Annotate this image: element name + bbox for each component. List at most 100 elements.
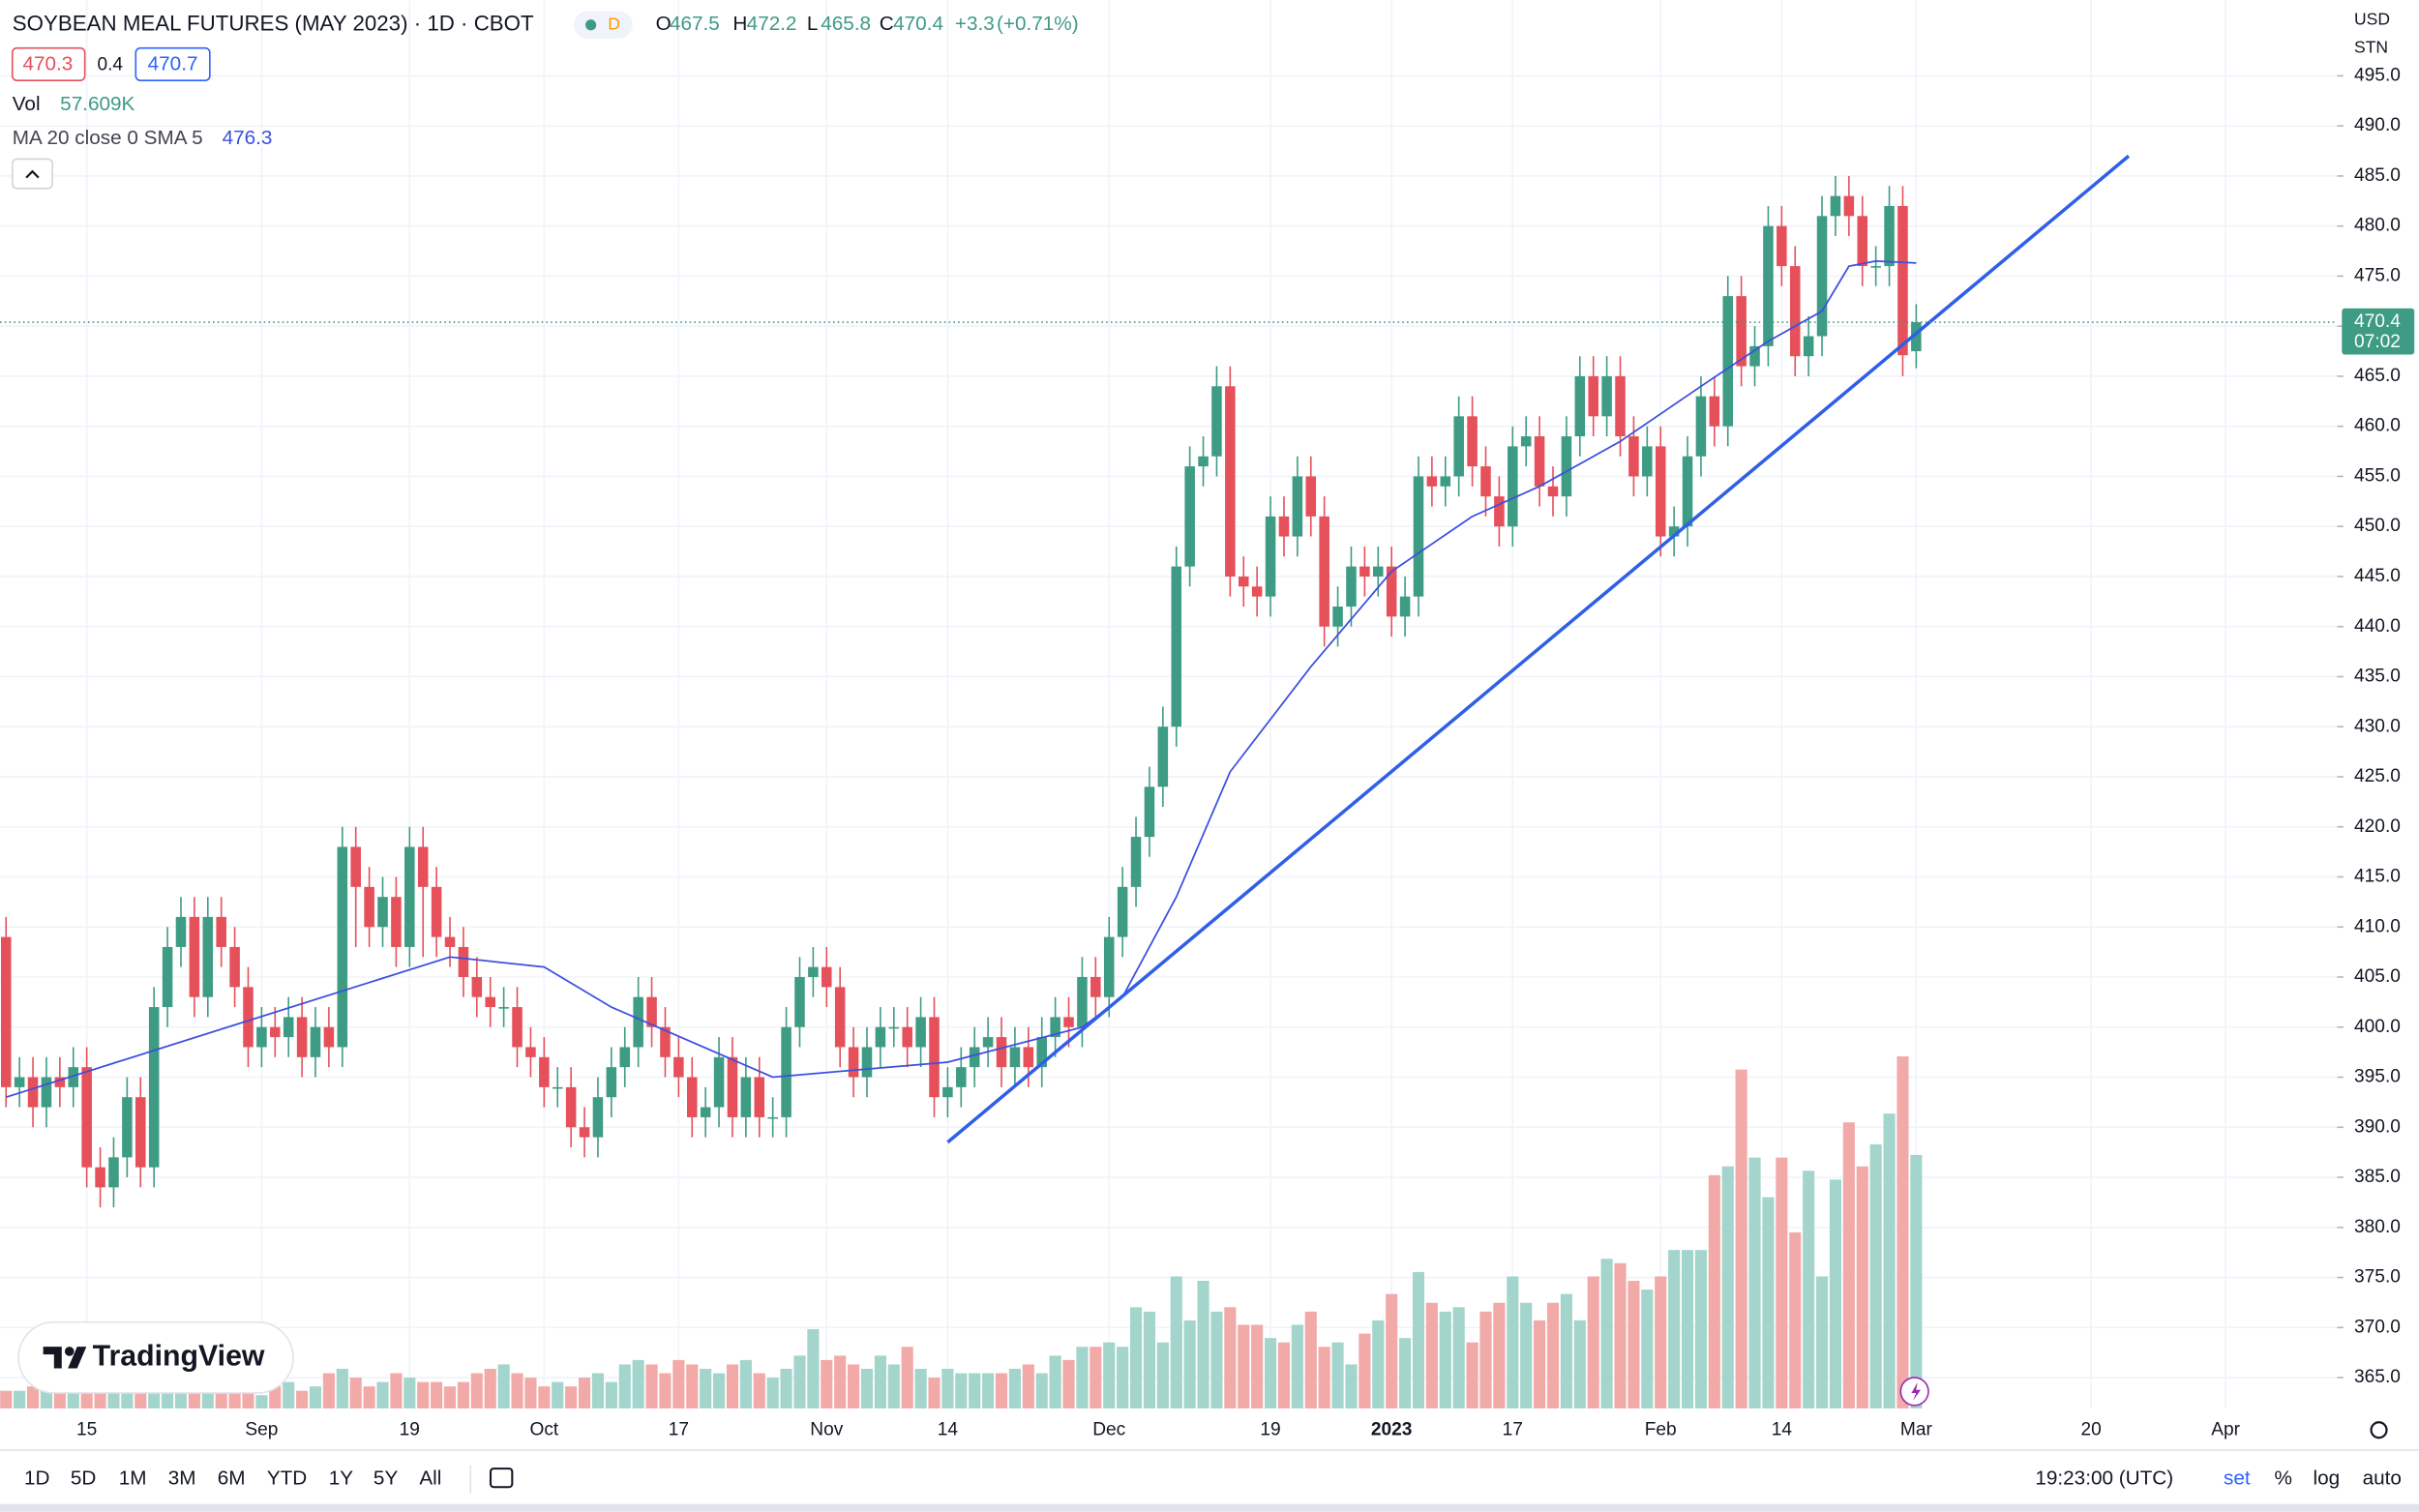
volume-bar <box>1090 1347 1102 1408</box>
volume-bar <box>941 1368 954 1408</box>
scale-option[interactable]: auto <box>2363 1468 2402 1490</box>
candle-body <box>834 987 846 1048</box>
volume-bar <box>1345 1364 1358 1408</box>
volume-bar <box>1022 1364 1034 1408</box>
candle-body <box>1359 566 1370 577</box>
range-button[interactable]: 1M <box>119 1468 147 1490</box>
volume-bar <box>1721 1166 1734 1408</box>
candle-body <box>229 946 240 988</box>
x-tick-label: 20 <box>2080 1419 2101 1439</box>
candle-body <box>875 1026 886 1048</box>
settings-icon[interactable] <box>2370 1421 2388 1439</box>
volume-bar <box>148 1390 161 1408</box>
chevron-icon <box>25 169 40 179</box>
scale-option[interactable]: set <box>2224 1468 2251 1490</box>
volume-bar <box>1103 1342 1116 1408</box>
scale-option[interactable]: log <box>2314 1468 2341 1490</box>
candle-body <box>135 1097 146 1168</box>
volume-bar <box>1614 1262 1627 1408</box>
volume-bar <box>1776 1157 1788 1408</box>
x-tick-label: 14 <box>1772 1419 1793 1439</box>
candle-body <box>646 996 657 1027</box>
candle-body <box>270 1026 281 1038</box>
candle-body <box>310 1026 321 1057</box>
volume-bar <box>1251 1324 1264 1408</box>
volume-bar <box>1291 1324 1303 1408</box>
volume-bar <box>645 1364 658 1408</box>
y-tick-label: 405.0 <box>2354 966 2401 987</box>
bid-box[interactable] <box>11 46 86 81</box>
range-button[interactable]: 1Y <box>329 1468 354 1490</box>
unit[interactable]: STN <box>2354 37 2388 56</box>
volume-bar <box>322 1373 335 1408</box>
candle-body <box>1615 375 1626 437</box>
candle-body <box>1009 1047 1021 1068</box>
scale-option[interactable]: % <box>2274 1468 2291 1490</box>
y-tick-label: 465.0 <box>2354 366 2401 386</box>
candle-body <box>162 946 173 1008</box>
date-range-icon[interactable] <box>489 1468 514 1489</box>
volume-bar <box>134 1390 147 1408</box>
volume-bar <box>995 1373 1008 1408</box>
candle-body <box>1534 436 1545 487</box>
ask: 470.7 <box>148 53 198 75</box>
candle-body <box>1278 516 1290 537</box>
volume-bar <box>552 1381 564 1408</box>
change: +3.3 <box>955 13 995 35</box>
candle-body <box>283 1017 294 1038</box>
range-button[interactable]: 6M <box>218 1468 246 1490</box>
candle-body <box>1642 446 1653 477</box>
bid: 470.3 <box>22 53 73 75</box>
range-button[interactable]: 1D <box>24 1468 50 1490</box>
y-tick-label: 450.0 <box>2354 516 2401 536</box>
range-button[interactable]: 5D <box>71 1468 97 1490</box>
candle-body <box>1440 476 1451 487</box>
candle-body <box>794 977 805 1027</box>
y-tick-label: 445.0 <box>2354 566 2401 586</box>
y-tick-label: 490.0 <box>2354 115 2401 135</box>
candle-body <box>202 916 214 997</box>
x-tick-label: Dec <box>1092 1419 1125 1439</box>
volume-bar <box>1507 1276 1519 1408</box>
volume-bar <box>1304 1311 1317 1408</box>
range-button[interactable]: 5Y <box>373 1468 399 1490</box>
candle-body <box>1184 466 1195 567</box>
volume-bar <box>336 1368 348 1408</box>
y-tick-label: 365.0 <box>2354 1367 2401 1387</box>
candle-body <box>1399 596 1411 617</box>
candle-body <box>27 1077 39 1108</box>
volume-bar <box>1573 1319 1586 1408</box>
candle-body <box>1520 436 1532 447</box>
candle-body <box>81 1067 92 1168</box>
volume-bar <box>1412 1271 1425 1408</box>
volume-bar <box>121 1390 134 1408</box>
candle-body <box>942 1086 953 1098</box>
x-axis: 15 Sep 19 Oct 17 Nov 14 Dec 19 2023 17 Feb 14 Mar 20 Ap… <box>76 1419 2241 1439</box>
candle-body <box>189 916 200 997</box>
status-dot <box>585 19 597 31</box>
range-button[interactable]: All <box>419 1468 441 1490</box>
volume-bar <box>914 1368 927 1408</box>
volume-bar <box>1829 1179 1842 1408</box>
logo-badge[interactable] <box>17 1320 294 1394</box>
y-tick-label: 440.0 <box>2354 616 2401 637</box>
candle-body <box>1050 1017 1060 1038</box>
y-tick-label: 370.0 <box>2354 1317 2401 1337</box>
volume-bar <box>1277 1342 1291 1408</box>
volume-bar <box>1210 1311 1223 1408</box>
moving-average <box>5 259 1917 1099</box>
volume-bar <box>821 1359 833 1408</box>
range-button[interactable]: 3M <box>168 1468 196 1490</box>
ask-box[interactable] <box>134 46 211 81</box>
volume-bar <box>1129 1307 1143 1408</box>
volume-bar <box>1170 1276 1182 1408</box>
candle-body <box>1668 526 1680 537</box>
volume-bar <box>1856 1166 1868 1408</box>
collapse-button[interactable] <box>11 158 54 190</box>
price-axis <box>2337 0 2419 1408</box>
currency[interactable]: USD <box>2354 10 2390 29</box>
range-button[interactable]: YTD <box>267 1468 307 1490</box>
volume-bar <box>1546 1302 1560 1408</box>
candle-body <box>1574 375 1586 437</box>
x-tick-label: 19 <box>400 1419 420 1439</box>
